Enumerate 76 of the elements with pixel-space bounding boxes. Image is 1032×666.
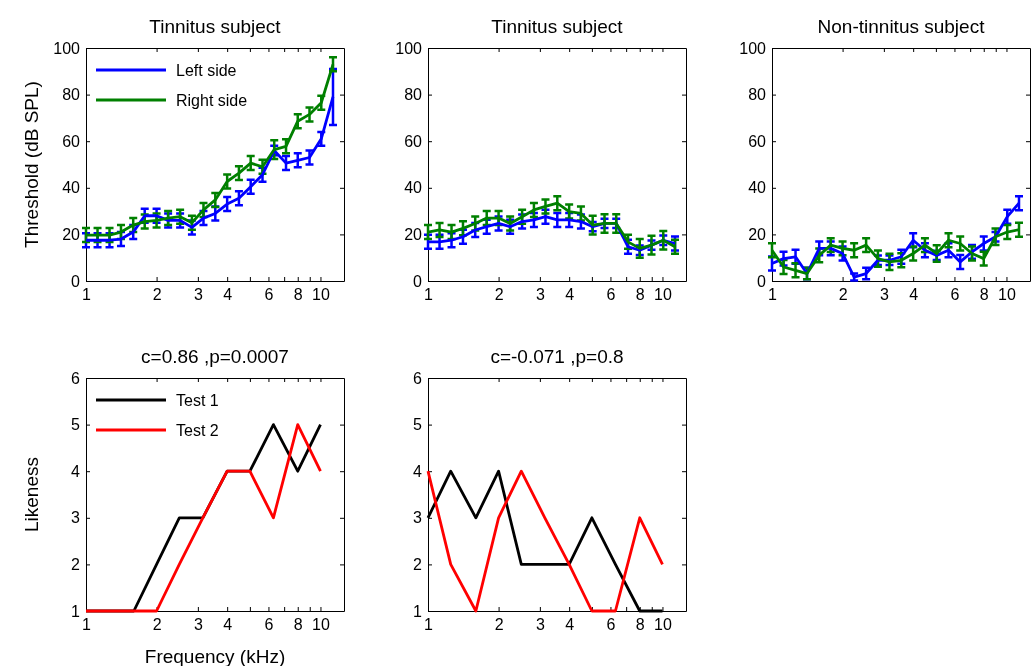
y-tick-label: 0 <box>757 272 767 290</box>
x-tick-label: 3 <box>193 616 203 634</box>
y-tick-label: 100 <box>395 39 423 57</box>
x-tick-label: 2 <box>152 286 162 304</box>
y-tick-label: 40 <box>62 179 81 197</box>
chart-title: Non-tinnitus subject <box>817 16 986 37</box>
y-tick-label: 20 <box>404 226 423 244</box>
x-tick-label: 1 <box>768 286 778 304</box>
y-tick-label: 100 <box>53 39 81 57</box>
legend-label: Test 1 <box>176 392 219 409</box>
x-tick-label: 3 <box>535 616 545 634</box>
x-tick-label: 1 <box>82 616 92 634</box>
x-tick-label: 2 <box>494 286 504 304</box>
x-tick-label: 10 <box>312 616 330 634</box>
y-tick-label: 0 <box>71 272 81 290</box>
x-tick-label: 10 <box>998 286 1016 304</box>
x-tick-label: 6 <box>606 616 616 634</box>
x-tick-label: 8 <box>635 286 645 304</box>
y-tick-label: 20 <box>62 226 81 244</box>
y-tick-label: 100 <box>739 39 767 57</box>
chart-title: c=-0.071 ,p=0.8 <box>490 346 624 367</box>
x-tick-label: 8 <box>635 616 645 634</box>
chart-title: Tinnitus subject <box>491 16 624 37</box>
x-tick-label: 2 <box>494 616 504 634</box>
y-tick-label: 4 <box>71 462 81 480</box>
x-tick-label: 3 <box>879 286 889 304</box>
x-tick-label: 10 <box>312 286 330 304</box>
x-tick-label: 8 <box>979 286 989 304</box>
y-tick-label: 6 <box>413 369 423 387</box>
y-tick-label: 1 <box>413 602 423 620</box>
y-tick-label: 2 <box>413 556 423 574</box>
y-tick-label: 80 <box>62 86 81 104</box>
x-tick-label: 1 <box>424 286 434 304</box>
y-tick-label: 6 <box>71 369 81 387</box>
x-tick-label: 6 <box>950 286 960 304</box>
y-tick-label: 60 <box>62 132 81 150</box>
y-tick-label: 40 <box>748 179 767 197</box>
legend-label: Left side <box>176 62 237 79</box>
y-tick-label: 20 <box>748 226 767 244</box>
chart-title: Tinnitus subject <box>149 16 282 37</box>
y-tick-label: 40 <box>404 179 423 197</box>
y-tick-label: 3 <box>71 509 81 527</box>
y-tick-label: 1 <box>71 602 81 620</box>
x-tick-label: 4 <box>223 616 233 634</box>
x-tick-label: 2 <box>838 286 848 304</box>
x-tick-label: 6 <box>264 286 274 304</box>
y-tick-label: 5 <box>71 416 81 434</box>
y-tick-label: 60 <box>404 132 423 150</box>
y-axis-title: Likeness <box>21 457 42 532</box>
x-tick-label: 4 <box>565 286 575 304</box>
x-tick-label: 10 <box>654 616 672 634</box>
y-tick-label: 80 <box>404 86 423 104</box>
x-tick-label: 1 <box>82 286 92 304</box>
x-tick-label: 6 <box>264 616 274 634</box>
y-tick-label: 2 <box>71 556 81 574</box>
x-tick-label: 2 <box>152 616 162 634</box>
y-tick-label: 80 <box>748 86 767 104</box>
legend-label: Test 2 <box>176 422 219 439</box>
y-tick-label: 0 <box>413 272 423 290</box>
chart-title: c=0.86 ,p=0.0007 <box>141 346 289 367</box>
x-tick-label: 4 <box>565 616 575 634</box>
x-tick-label: 8 <box>293 286 303 304</box>
x-tick-label: 10 <box>654 286 672 304</box>
x-tick-label: 8 <box>293 616 303 634</box>
y-tick-label: 4 <box>413 462 423 480</box>
x-tick-label: 3 <box>535 286 545 304</box>
y-tick-label: 60 <box>748 132 767 150</box>
x-tick-label: 3 <box>193 286 203 304</box>
x-tick-label: 1 <box>424 616 434 634</box>
y-tick-label: 5 <box>413 416 423 434</box>
x-tick-label: 4 <box>223 286 233 304</box>
y-tick-label: 3 <box>413 509 423 527</box>
x-tick-label: 4 <box>909 286 919 304</box>
legend-label: Right side <box>176 92 248 109</box>
x-tick-label: 6 <box>606 286 616 304</box>
y-axis-title: Threshold (dB SPL) <box>21 81 42 248</box>
